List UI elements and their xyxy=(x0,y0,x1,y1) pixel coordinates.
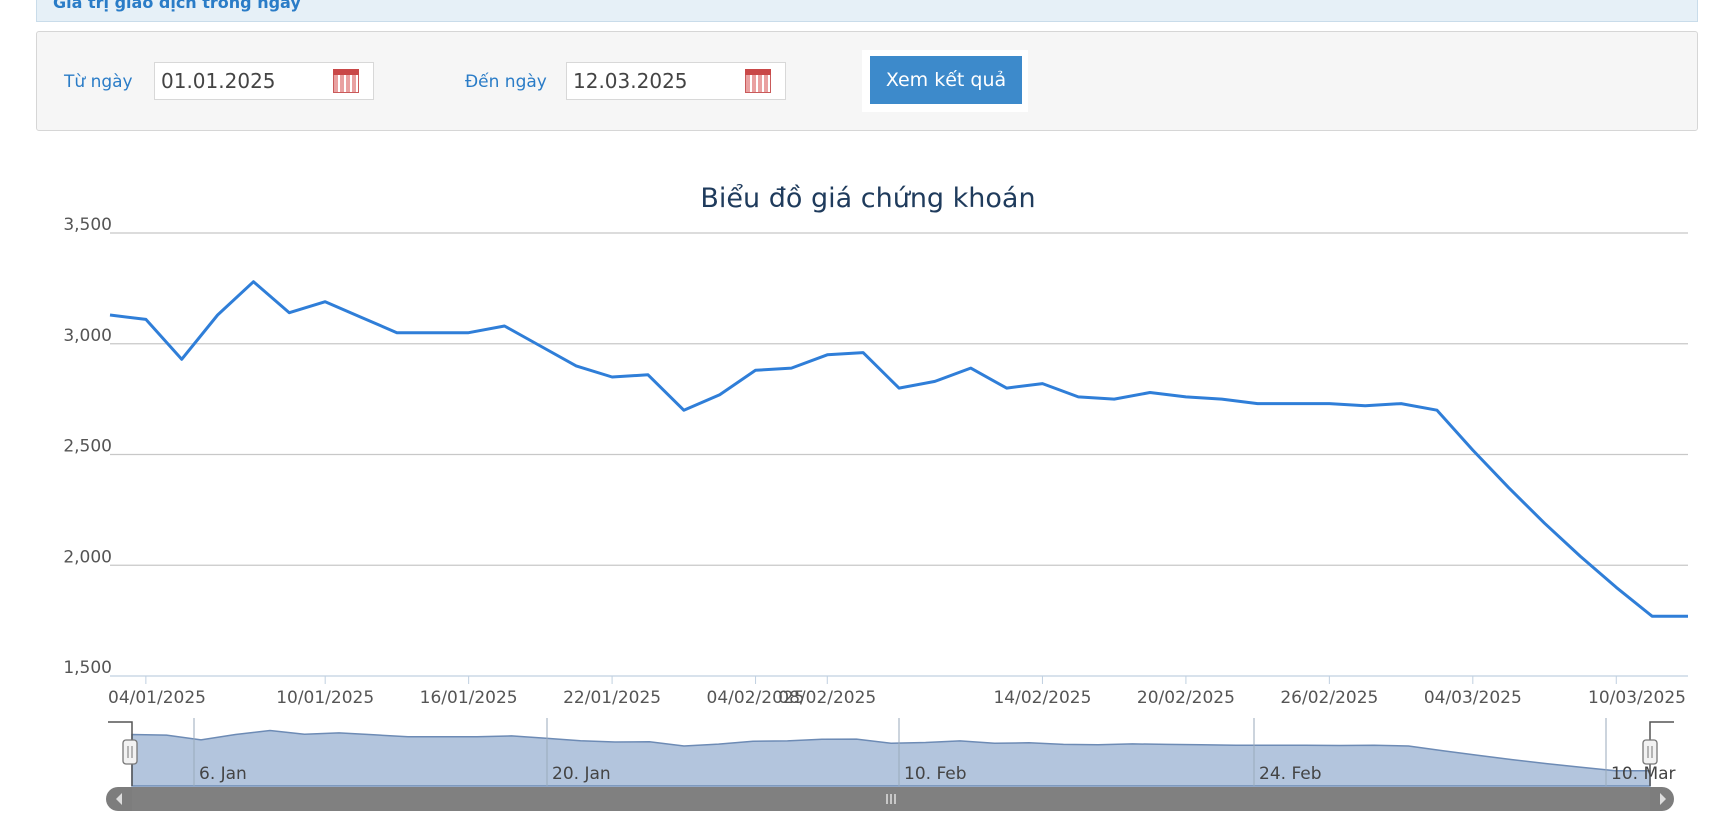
navigator-label: 6. Jan xyxy=(199,764,247,784)
x-tick-label: 04/01/2025 xyxy=(108,688,206,708)
series-line xyxy=(109,280,1688,618)
from-date-value: 01.01.2025 xyxy=(161,69,276,93)
x-tick-label: 20/02/2025 xyxy=(1137,688,1235,708)
y-tick-label: 2,000 xyxy=(63,547,112,567)
to-date-value: 12.03.2025 xyxy=(573,69,688,93)
navigator-handle[interactable] xyxy=(122,739,138,765)
x-tick-label: 14/02/2025 xyxy=(993,688,1091,708)
x-tick-label: 26/02/2025 xyxy=(1280,688,1378,708)
from-date-field[interactable]: 01.01.2025 xyxy=(154,62,374,100)
submit-wrapper: Xem kết quả xyxy=(862,50,1028,112)
x-tick-label: 22/01/2025 xyxy=(563,688,661,708)
navigator-handle[interactable] xyxy=(1642,739,1658,765)
y-tick-label: 1,500 xyxy=(63,658,112,678)
y-tick-label: 3,500 xyxy=(63,215,112,235)
section-header: Giá trị giao dịch trong ngày xyxy=(36,0,1698,22)
navigator-frame xyxy=(108,721,133,786)
from-date-label: Từ ngày xyxy=(64,72,133,92)
y-tick-label: 2,500 xyxy=(63,437,112,457)
x-axis: 04/01/2025 10/01/2025 16/01/2025 22/01/2025… xyxy=(108,676,1686,708)
x-tick-label: 10/01/2025 xyxy=(276,688,374,708)
scroll-right-icon[interactable] xyxy=(1660,793,1666,805)
navigator-label: 10. Mar xyxy=(1611,764,1676,784)
to-date-label: Đến ngày xyxy=(465,72,547,92)
view-results-button[interactable]: Xem kết quả xyxy=(870,56,1022,104)
y-tick-label: 3,000 xyxy=(63,326,112,346)
navigator-frame xyxy=(1649,721,1674,786)
navigator-area xyxy=(131,729,1651,787)
scrollbar-track[interactable] xyxy=(106,787,1674,811)
navigator[interactable]: 6. Jan 20. Jan 10. Feb 24. Feb 10. Mar xyxy=(106,718,1676,811)
section-title: Giá trị giao dịch trong ngày xyxy=(53,0,301,12)
x-tick-label: 04/02/2025 xyxy=(707,688,805,708)
calendar-icon[interactable] xyxy=(745,69,771,93)
navigator-label: 20. Jan xyxy=(552,764,611,784)
x-tick-label: 10/03/2025 xyxy=(1588,688,1686,708)
scrollbar-thumb[interactable] xyxy=(132,787,1650,811)
chart-title: Biểu đồ giá chứng khoán xyxy=(700,183,1035,214)
x-tick-label: 08/02/2025 xyxy=(778,688,876,708)
scroll-left-icon[interactable] xyxy=(116,793,122,805)
to-date-field[interactable]: 12.03.2025 xyxy=(566,62,786,100)
x-tick-label: 04/03/2025 xyxy=(1424,688,1522,708)
calendar-icon[interactable] xyxy=(333,69,359,93)
x-tick-label: 16/01/2025 xyxy=(420,688,518,708)
navigator-label: 10. Feb xyxy=(904,764,967,784)
y-grid xyxy=(110,232,1688,677)
date-filter-panel: Từ ngày 01.01.2025 Đến ngày 12.03.2025 X… xyxy=(36,31,1698,131)
y-axis-labels: 3,500 3,000 2,500 2,000 1,500 xyxy=(63,215,112,678)
navigator-label: 24. Feb xyxy=(1259,764,1322,784)
